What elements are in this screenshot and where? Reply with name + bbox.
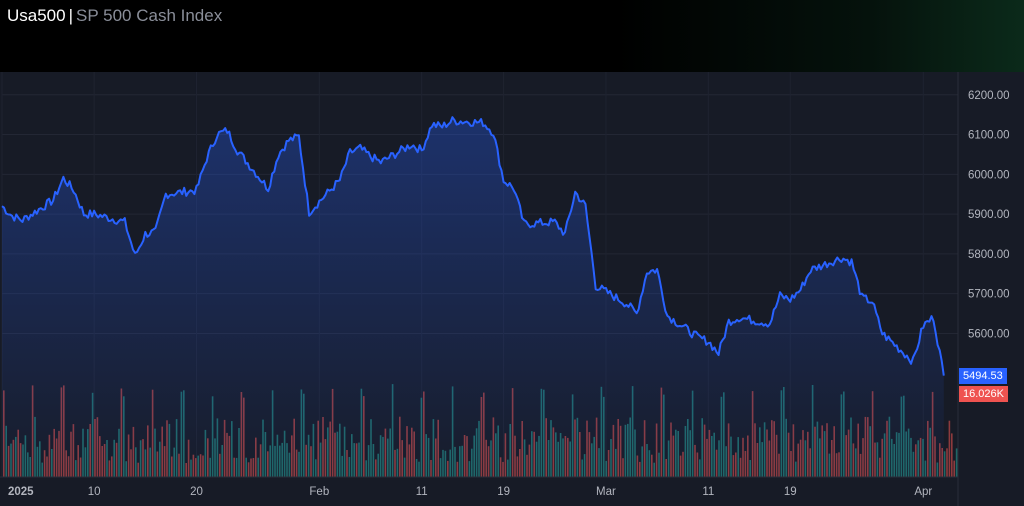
volume-bar: [955, 448, 958, 477]
price-tick-label: 6000.00: [968, 169, 1010, 181]
time-tick-label: Apr: [914, 486, 932, 498]
volume-bar: [946, 448, 948, 477]
price-chart[interactable]: 6200.00 6100.00 6000.00 5900.00 5800.00 5700.…: [0, 72, 1024, 506]
price-area-fill: [2, 117, 944, 477]
title-separator: |: [68, 6, 74, 25]
symbol-description: SP 500 Cash Index: [76, 6, 223, 25]
time-tick-label: 19: [784, 486, 797, 498]
time-tick-label: 11: [416, 486, 428, 498]
time-tick-label: 19: [497, 486, 510, 498]
symbol-title: Usa500 | SP 500 Cash Index: [7, 6, 222, 26]
price-tick-label: 5600.00: [968, 328, 1010, 340]
time-tick-label: 20: [190, 486, 203, 498]
price-tick-label: 6200.00: [968, 90, 1010, 102]
symbol-name[interactable]: Usa500: [7, 6, 66, 25]
time-tick-label: 2025: [8, 486, 34, 498]
last-price-tag: 5494.53: [959, 367, 1007, 384]
time-tick-label: 10: [88, 486, 101, 498]
price-tick-label: 6100.00: [968, 130, 1010, 142]
chart-header: Usa500 | SP 500 Cash Index: [0, 0, 1024, 72]
volume-bar: [953, 460, 955, 477]
time-tick-label: Mar: [596, 486, 616, 498]
price-tick-label: 5900.00: [968, 209, 1010, 221]
price-line: [1, 116, 945, 376]
chart-area[interactable]: 6200.00 6100.00 6000.00 5900.00 5800.00 5700.…: [0, 72, 1024, 506]
volume-bar: [951, 433, 953, 477]
price-tick-label: 5800.00: [968, 249, 1010, 261]
time-tick-label: 11: [702, 486, 714, 498]
last-volume-tag: 16.026K: [959, 385, 1008, 402]
time-tick-label: Feb: [309, 486, 329, 498]
volume-bar: [948, 420, 951, 477]
price-tick-label: 5700.00: [968, 289, 1010, 301]
price-axis[interactable]: 6200.00 6100.00 6000.00 5900.00 5800.00 5700.…: [968, 90, 1010, 341]
time-axis[interactable]: 2025 10 20 Feb 11 19 Mar 11 19 Apr: [8, 486, 932, 498]
volume-bar: [943, 451, 946, 477]
